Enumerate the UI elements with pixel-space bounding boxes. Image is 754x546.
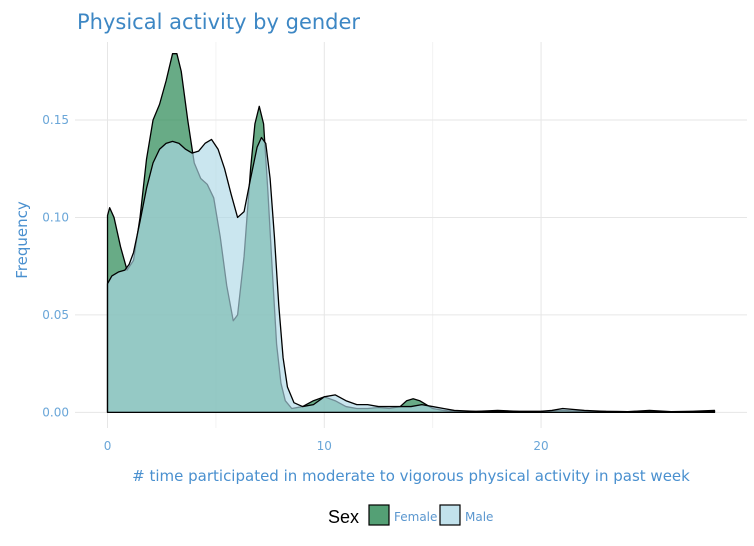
- y-axis-title: Frequency: [13, 201, 31, 279]
- y-tick-label: 0.10: [42, 210, 69, 224]
- density-area-male: [106, 136, 716, 414]
- legend-label-female: Female: [394, 510, 437, 524]
- density-series: [106, 53, 716, 414]
- x-tick-label: 0: [104, 439, 112, 453]
- x-axis-title: # time participated in moderate to vigor…: [132, 467, 690, 485]
- y-tick-label: 0.05: [42, 308, 69, 322]
- legend-key-female: [368, 504, 390, 526]
- x-tick-label: 20: [533, 439, 548, 453]
- legend: Sex Female Male: [328, 504, 493, 527]
- legend-title: Sex: [328, 507, 359, 527]
- y-tick-label: 0.00: [42, 405, 69, 419]
- y-tick-label: 0.15: [42, 113, 69, 127]
- legend-label-male: Male: [465, 510, 493, 524]
- axis-tick-labels: 0.00 0.05 0.10 0.15 0 10 20: [42, 113, 548, 453]
- legend-key-male: [439, 504, 461, 526]
- chart-title: Physical activity by gender: [77, 10, 360, 34]
- x-tick-label: 10: [317, 439, 332, 453]
